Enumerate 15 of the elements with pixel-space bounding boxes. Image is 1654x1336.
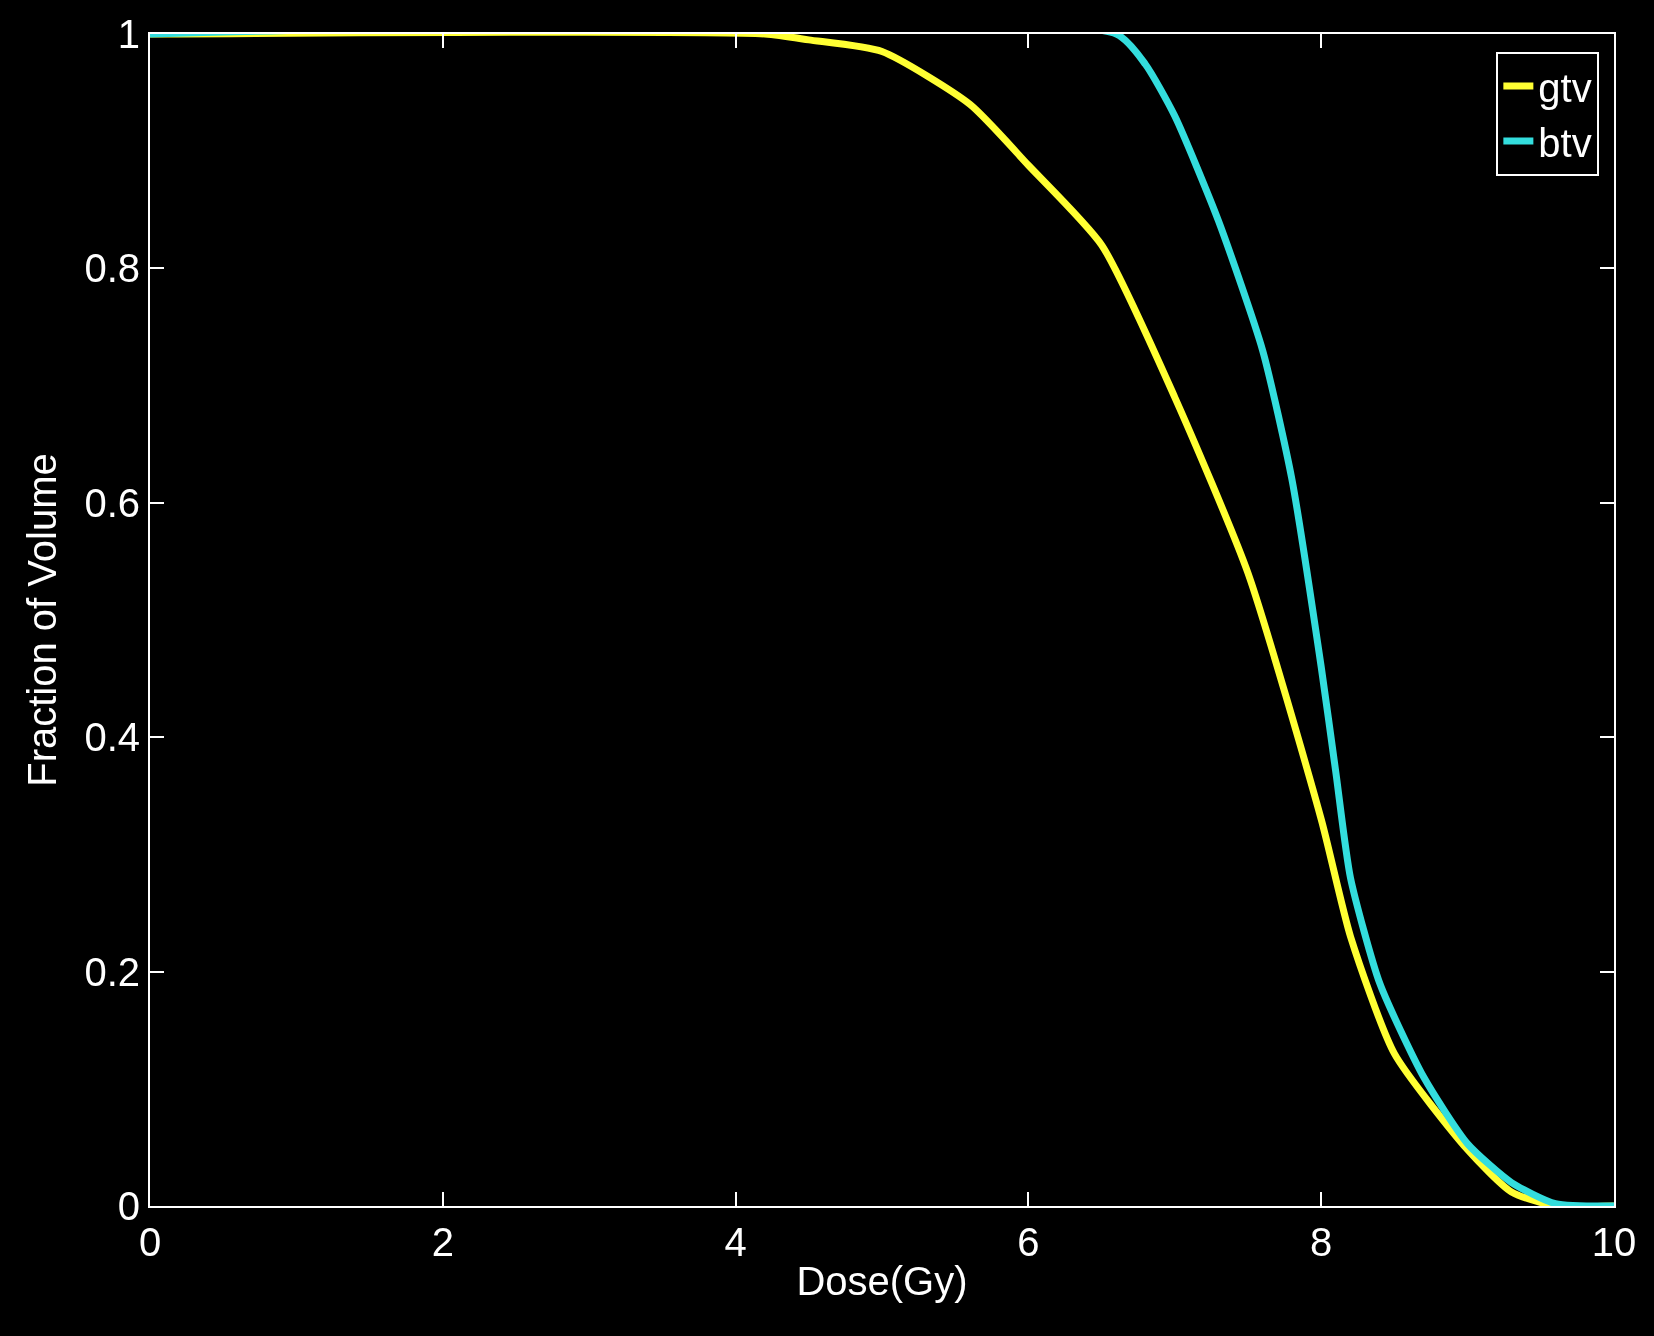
legend-label: gtv [1538,65,1592,110]
x-tick-label: 10 [1591,1220,1637,1264]
x-tick-label: 8 [1310,1220,1333,1264]
y-tick-label: 0.8 [84,246,140,291]
y-tick-label: 0.4 [84,715,140,760]
x-axis-title: Dose(Gy) [796,1259,968,1303]
y-tick-label: 0 [117,1184,140,1228]
legend-label: btv [1538,120,1592,165]
x-tick-label: 2 [431,1220,454,1264]
y-tick-label: 0.2 [84,949,140,994]
x-tick-label: 6 [1017,1220,1040,1264]
y-tick-label: 0.6 [84,480,140,525]
x-tick-label: 4 [724,1220,747,1264]
y-axis-title: Fraction of Volume [20,453,65,787]
y-tick-label: 1 [117,12,140,56]
